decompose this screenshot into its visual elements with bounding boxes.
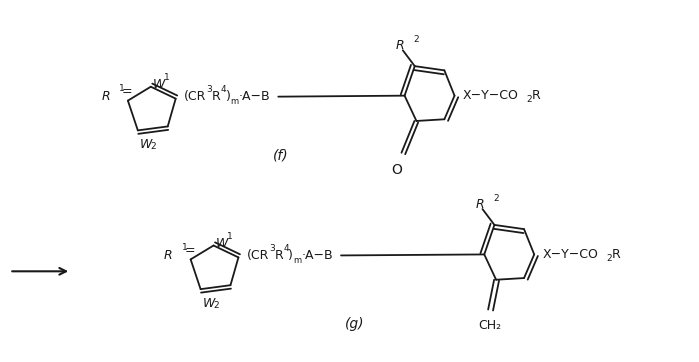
Text: ): ): [226, 90, 231, 103]
Text: 2: 2: [526, 95, 532, 104]
Text: =: =: [185, 244, 195, 257]
Text: ): ): [288, 249, 293, 262]
Text: 2: 2: [151, 142, 157, 151]
Text: 2: 2: [414, 35, 419, 44]
Text: R: R: [101, 90, 110, 103]
Text: 2: 2: [606, 254, 612, 263]
Text: 1: 1: [119, 84, 124, 93]
Text: R: R: [212, 90, 220, 103]
Text: 2: 2: [493, 194, 499, 203]
Text: 1: 1: [182, 243, 187, 252]
Text: (CR: (CR: [184, 90, 206, 103]
Text: X−Y−CO: X−Y−CO: [542, 248, 598, 261]
Text: X−Y−CO: X−Y−CO: [463, 89, 519, 102]
Text: 4: 4: [283, 244, 289, 253]
Text: R: R: [164, 249, 173, 262]
Text: =: =: [122, 85, 132, 98]
Text: (g): (g): [345, 317, 365, 331]
Text: R: R: [612, 248, 621, 261]
Text: R: R: [396, 39, 405, 52]
Text: 3: 3: [207, 85, 212, 94]
Text: ·A−B: ·A−B: [238, 90, 270, 103]
Text: W: W: [140, 138, 152, 151]
Text: 3: 3: [269, 244, 275, 253]
Text: W: W: [153, 78, 165, 91]
Text: m: m: [231, 97, 238, 106]
Text: (CR: (CR: [247, 249, 269, 262]
Text: 2: 2: [213, 301, 219, 310]
Text: W: W: [203, 297, 215, 310]
Text: CH₂: CH₂: [479, 319, 502, 332]
Text: R: R: [476, 198, 484, 211]
Text: 4: 4: [220, 85, 226, 94]
Text: 1: 1: [226, 232, 232, 241]
Text: R: R: [274, 249, 283, 262]
Text: O: O: [391, 163, 402, 177]
Text: 1: 1: [164, 73, 169, 82]
Text: ·A−B: ·A−B: [301, 249, 333, 262]
Text: (f): (f): [273, 148, 288, 162]
Text: R: R: [532, 89, 541, 102]
Text: m: m: [293, 256, 301, 265]
Text: W: W: [215, 237, 228, 250]
